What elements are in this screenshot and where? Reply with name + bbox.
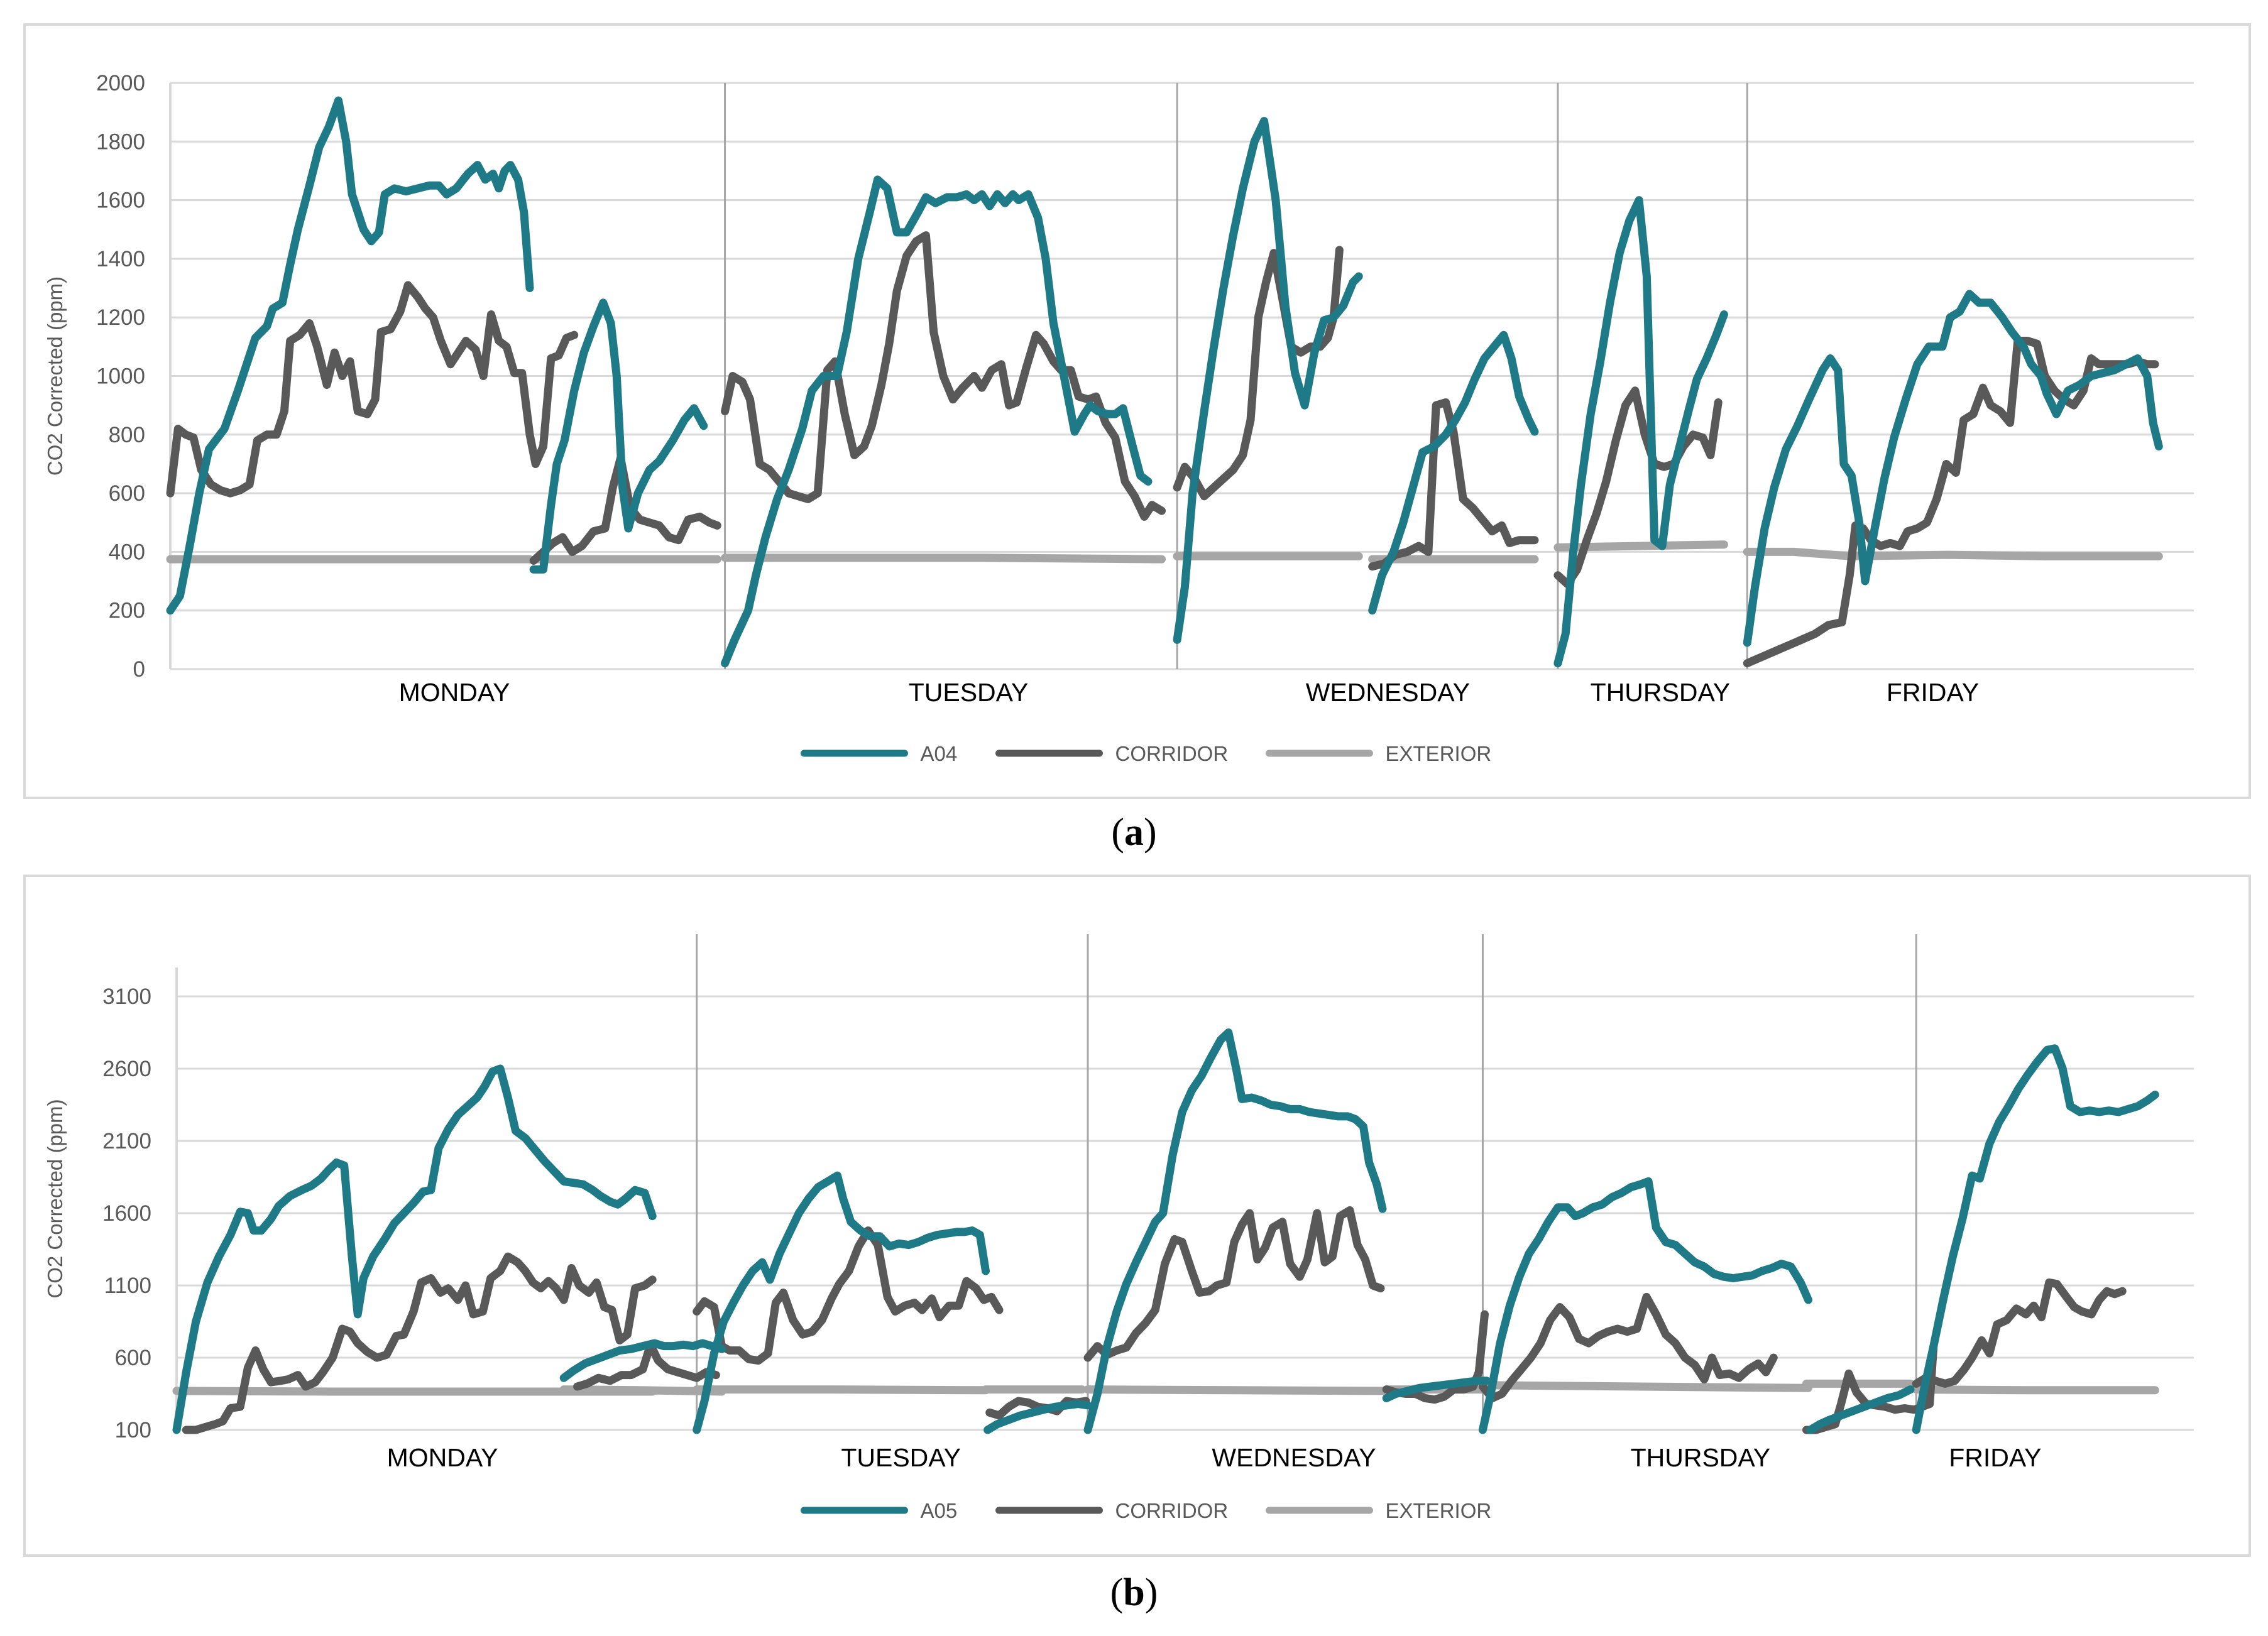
caption-a: (a) [1111,811,1157,854]
caption-b-letter: b [1123,1571,1145,1614]
y-tick-label: 1100 [104,1273,151,1298]
y-tick-label: 1000 [96,364,145,389]
day-label: THURSDAY [1631,1443,1770,1472]
legend-label-corridor: CORRIDOR [1115,742,1229,765]
series-line-a05 [172,1064,657,1434]
series-line-exterior [721,554,1166,564]
series-line-exterior [1478,1381,1812,1392]
legend-label-a04: A04 [921,742,958,765]
y-tick-label: 2100 [102,1129,151,1153]
series-line-a04 [1743,290,2163,647]
series-line-a04 [166,96,534,615]
day-label: TUESDAY [841,1443,961,1472]
series-line-exterior [1743,547,2163,560]
y-tick-label: 2000 [96,71,145,95]
chart-a-svg: 0 200 400 600 800 1000 1200 1400 1600 1800 2000 CO2… [43,71,2194,765]
series-line-a04 [529,298,708,574]
y-tick-label: 100 [115,1418,151,1442]
y-tick-label: 2600 [102,1057,151,1081]
series-line-corridor [182,1252,657,1434]
series-line-a05 [559,1339,726,1382]
day-label: FRIDAY [1949,1443,2041,1472]
series-line-corridor [166,281,579,498]
y-tick-label: 600 [115,1346,151,1370]
series-line-a05 [1382,1377,1491,1402]
day-label: TUESDAY [909,678,1029,707]
series-line-a05 [1478,1177,1812,1434]
y-tick-label: 400 [109,540,145,564]
y-tick-label: 0 [133,657,145,682]
series-line-corridor [573,1340,720,1391]
series-line-corridor [1083,1206,1385,1362]
chart-panel-b: 100 600 1100 1600 2100 2600 3100 CO2 Corrected … [23,875,2251,1557]
series-line-a04 [721,175,1153,668]
series-line-a05 [693,1171,990,1434]
series-line-a04 [1173,117,1363,644]
series-line-a05 [1806,1385,1915,1434]
chart-b-svg: 100 600 1100 1600 2100 2600 3100 CO2 Corrected … [43,934,2194,1522]
y-tick-label: 800 [109,423,145,447]
day-label: FRIDAY [1887,678,1979,707]
series-line-a05 [983,1400,1092,1434]
series-line-corridor [1368,398,1539,571]
y-tick-label: 1600 [96,188,145,213]
caption-a-letter: a [1124,811,1144,854]
series-line-a04 [1368,330,1539,615]
series-line-a05 [1083,1028,1387,1434]
legend-label-exterior: EXTERIOR [1386,1499,1492,1522]
day-label: MONDAY [399,678,510,707]
day-label: THURSDAY [1591,678,1730,707]
y-axis-label: CO2 Corrected (ppm) [43,1099,67,1298]
series-line-corridor [1553,386,1723,589]
y-tick-label: 600 [109,481,145,506]
series-line-a05 [1912,1044,2159,1434]
series-line-corridor [721,231,1166,521]
day-label: MONDAY [387,1443,498,1472]
y-tick-label: 200 [109,599,145,623]
caption-b: (b) [1110,1571,1158,1614]
series-line-exterior [1083,1385,1387,1395]
y-tick-label: 1800 [96,129,145,154]
series-line-corridor [1478,1292,1778,1402]
series-line-corridor [1912,1278,2127,1388]
y-tick-label: 1400 [96,247,145,271]
series-line-corridor [1743,337,2159,668]
legend-label-corridor: CORRIDOR [1115,1499,1229,1522]
legend-label-a05: A05 [921,1499,958,1522]
legend-label-exterior: EXTERIOR [1386,742,1492,765]
y-tick-label: 1200 [96,305,145,330]
series-line-corridor [693,1226,1004,1365]
y-tick-label: 3100 [102,984,151,1009]
y-tick-label: 1600 [102,1201,151,1226]
day-label: WEDNESDAY [1212,1443,1376,1472]
chart-panel-a: 0 200 400 600 800 1000 1200 1400 1600 1800 2000 CO2… [23,23,2251,799]
series-line-a04 [1553,196,1728,668]
day-label: WEDNESDAY [1306,678,1470,707]
y-axis-label: CO2 Corrected (ppm) [43,276,67,476]
